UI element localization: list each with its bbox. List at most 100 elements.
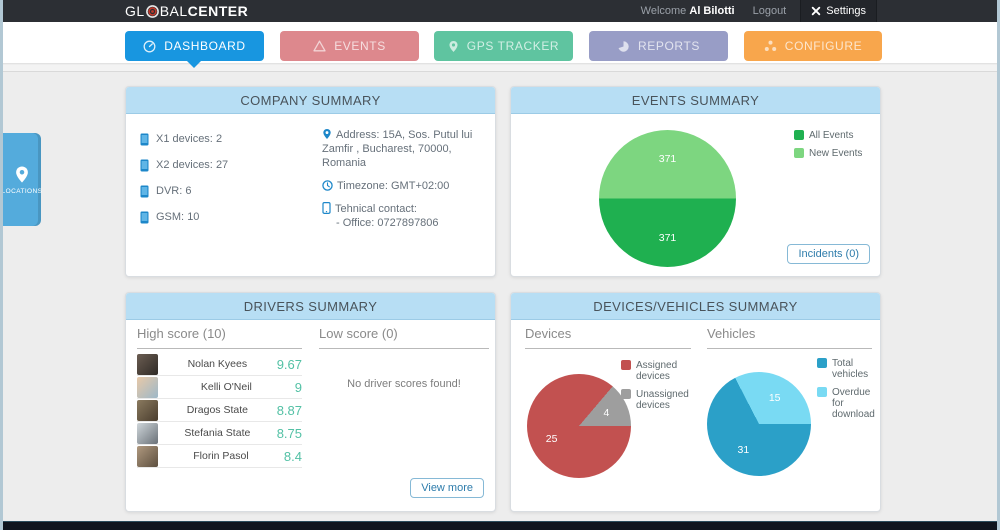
vehicles-legend: Total vehicles Overdue for download — [817, 358, 879, 420]
tab-events[interactable]: EVENTS — [280, 31, 419, 61]
driver-row[interactable]: Stefania State 8.75 — [137, 422, 302, 445]
events-pie-chart[interactable]: 371 371 — [599, 130, 736, 267]
driver-name: Dragos State — [186, 404, 248, 416]
events-summary-title: EVENTS SUMMARY — [511, 87, 880, 114]
map-pin-icon — [323, 129, 331, 139]
settings-label: Settings — [826, 5, 866, 17]
company-summary-panel: COMPANY SUMMARY X1 devices: 2 X2 devices… — [125, 86, 496, 277]
legend-label: Overdue for download — [832, 387, 875, 420]
company-item-label: GSM: — [156, 211, 185, 223]
map-pin-icon — [449, 40, 458, 52]
low-score-empty-message: No driver scores found! — [347, 378, 461, 390]
legend-label: Assigned devices — [636, 360, 678, 382]
phone-icon — [322, 202, 331, 214]
company-contact-line1: Tehnical contact: — [335, 203, 417, 215]
top-bar: GL BAL CENTER Welcome Al Bilotti Logout S… — [3, 0, 997, 22]
username: Al Bilotti — [689, 5, 735, 17]
welcome-text: Welcome Al Bilotti — [641, 5, 735, 17]
company-summary-title: COMPANY SUMMARY — [126, 87, 495, 114]
company-item-label: X1 devices: — [156, 133, 213, 145]
drivers-summary-title: DRIVERS SUMMARY — [126, 293, 495, 320]
tab-configure[interactable]: CONFIGURE — [744, 31, 882, 61]
events-summary-panel: EVENTS SUMMARY 371 371 All Events New Eve… — [510, 86, 881, 277]
vehicles-section-header: Vehicles — [707, 326, 872, 349]
company-item-x1: X1 devices: 2 — [140, 126, 228, 152]
legend-item-assigned-devices[interactable]: Assigned devices — [621, 360, 689, 382]
tab-dashboard[interactable]: DASHBOARD — [125, 31, 264, 61]
driver-name: Nolan Kyees — [187, 358, 248, 370]
legend-swatch — [794, 148, 804, 158]
mobile-device-icon — [140, 211, 149, 223]
settings-button[interactable]: Settings — [800, 0, 877, 22]
locations-side-tab[interactable]: LOCATIONS — [1, 133, 43, 226]
legend-swatch — [794, 130, 804, 140]
devices-vehicles-title: DEVICES/VEHICLES SUMMARY — [511, 293, 880, 320]
events-summary-body: 371 371 All Events New Events Incidents (… — [511, 114, 880, 276]
company-item-value: 6 — [185, 185, 192, 197]
driver-row[interactable]: Kelli O'Neil 9 — [137, 376, 302, 399]
pie-slice-label: 4 — [603, 407, 610, 420]
locations-tab-label: LOCATIONS — [1, 187, 43, 195]
mobile-device-icon — [140, 133, 149, 145]
company-item-label: DVR: — [156, 185, 183, 197]
driver-avatar — [137, 399, 158, 421]
drivers-summary-body: High score (10) Low score (0) Nolan Kyee… — [126, 320, 495, 511]
incidents-button[interactable]: Incidents (0) — [787, 244, 870, 264]
driver-row[interactable]: Nolan Kyees 9.67 — [137, 353, 302, 376]
mobile-device-icon — [140, 159, 149, 171]
company-item-value: 10 — [187, 211, 200, 223]
high-score-header: High score (10) — [137, 326, 302, 349]
footer-bar — [3, 521, 997, 530]
tab-reports[interactable]: REPORTS — [589, 31, 728, 61]
driver-name: Kelli O'Neil — [200, 381, 252, 393]
company-timezone: Timezone: GMT+02:00 — [322, 179, 484, 193]
legend-swatch — [817, 387, 827, 397]
legend-item-unassigned-devices[interactable]: Unassigned devices — [621, 389, 689, 411]
driver-score: 8.4 — [283, 448, 302, 464]
company-contact-info: Address: 15A, Sos. Putul lui Zamfir , Bu… — [322, 128, 484, 239]
driver-name: Florin Pasol — [193, 450, 249, 462]
crossed-tools-icon — [812, 6, 821, 16]
nodes-icon — [764, 40, 776, 51]
app-logo: GL BAL CENTER — [125, 0, 248, 22]
company-device-counts: X1 devices: 2 X2 devices: 27 DVR: 6 GSM:… — [140, 126, 228, 230]
company-item-value: 2 — [215, 133, 223, 145]
driver-name: Stefania State — [184, 427, 251, 439]
logo-text-center: CENTER — [187, 3, 249, 19]
driver-score: 8.87 — [276, 402, 302, 418]
pie-slice-label: 25 — [545, 432, 558, 445]
welcome-label: Welcome — [640, 5, 687, 17]
nav-divider — [3, 65, 997, 72]
events-legend: All Events New Events — [794, 130, 862, 159]
driver-avatar — [137, 353, 158, 375]
legend-item-overdue-download[interactable]: Overdue for download — [817, 387, 879, 420]
tab-gps-tracker[interactable]: GPS TRACKER — [434, 31, 573, 61]
map-pin-icon — [16, 166, 28, 182]
legend-label: Total vehicles — [832, 358, 869, 380]
legend-item-new-events[interactable]: New Events — [794, 148, 862, 159]
driver-avatar — [137, 376, 158, 398]
warning-triangle-icon — [313, 40, 326, 52]
pie-slice-label: 371 — [658, 232, 677, 245]
devices-vehicles-body: Devices Vehicles 25 4 Assigned devices Un… — [511, 320, 880, 511]
company-contact: Tehnical contact: - Office: 0727897806 — [322, 202, 484, 230]
driver-row[interactable]: Dragos State 8.87 — [137, 399, 302, 422]
legend-item-total-vehicles[interactable]: Total vehicles — [817, 358, 879, 380]
tab-configure-label: CONFIGURE — [784, 39, 863, 53]
company-address: Address: 15A, Sos. Putul lui Zamfir , Bu… — [322, 128, 484, 170]
legend-swatch — [817, 358, 827, 368]
legend-swatch — [621, 389, 631, 399]
company-item-gsm: GSM: 10 — [140, 204, 228, 230]
clock-icon — [322, 180, 333, 191]
view-more-button[interactable]: View more — [410, 478, 484, 498]
target-logo-icon — [145, 4, 159, 18]
driver-row[interactable]: Florin Pasol 8.4 — [137, 445, 302, 468]
driver-avatar — [137, 422, 158, 444]
tab-events-label: EVENTS — [334, 39, 386, 53]
devices-pie-chart[interactable]: 25 4 — [527, 374, 631, 478]
vehicles-pie-chart[interactable]: 31 15 — [707, 372, 811, 476]
legend-item-all-events[interactable]: All Events — [794, 130, 862, 141]
logout-link[interactable]: Logout — [752, 5, 787, 17]
company-item-x2: X2 devices: 27 — [140, 152, 228, 178]
